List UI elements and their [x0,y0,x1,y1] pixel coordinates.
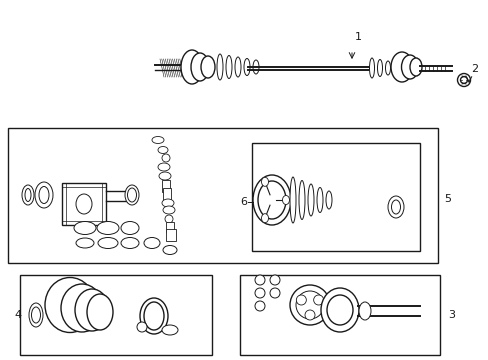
Bar [62,183,106,225]
Ellipse shape [152,136,163,144]
Ellipse shape [289,177,295,223]
Text: 5: 5 [443,194,450,204]
Ellipse shape [460,77,467,84]
Ellipse shape [305,310,314,320]
Ellipse shape [244,59,249,76]
Ellipse shape [39,186,49,203]
Ellipse shape [369,58,374,78]
Ellipse shape [121,238,139,248]
Ellipse shape [217,54,223,80]
Ellipse shape [298,180,305,220]
Text: 4: 4 [14,310,21,320]
Ellipse shape [269,275,280,285]
Ellipse shape [74,221,96,234]
Ellipse shape [225,55,231,78]
Text: 6: 6 [240,197,246,207]
Bar [165,222,174,232]
Ellipse shape [261,214,268,223]
Ellipse shape [307,184,313,216]
Ellipse shape [97,221,119,234]
Ellipse shape [316,188,323,212]
Ellipse shape [143,238,160,248]
Ellipse shape [201,56,215,78]
Ellipse shape [181,50,203,84]
Ellipse shape [164,215,173,223]
Ellipse shape [254,301,264,311]
Ellipse shape [121,221,139,234]
Ellipse shape [162,154,170,162]
Ellipse shape [390,52,412,82]
Ellipse shape [140,298,168,334]
Bar [8,128,437,263]
Ellipse shape [127,188,136,202]
Text: 1: 1 [354,32,361,42]
Ellipse shape [31,307,41,323]
Ellipse shape [296,295,305,305]
Ellipse shape [162,199,174,207]
Ellipse shape [191,53,208,81]
Bar [240,275,439,355]
Ellipse shape [87,294,113,330]
Ellipse shape [22,185,34,205]
Ellipse shape [409,58,421,76]
Bar [251,143,419,251]
Ellipse shape [289,285,329,325]
Ellipse shape [35,182,53,208]
Ellipse shape [254,288,264,298]
Ellipse shape [320,288,358,332]
Ellipse shape [313,295,323,305]
Ellipse shape [252,60,259,74]
Ellipse shape [254,275,264,285]
Ellipse shape [252,175,290,225]
Ellipse shape [143,302,163,330]
Bar [20,275,212,355]
Ellipse shape [261,177,268,186]
Ellipse shape [387,196,403,218]
Ellipse shape [29,303,43,327]
Ellipse shape [159,172,171,180]
Bar [163,188,171,200]
Ellipse shape [98,238,118,248]
Ellipse shape [76,194,92,214]
Ellipse shape [25,189,31,202]
Ellipse shape [76,238,94,248]
Bar [162,180,170,192]
Ellipse shape [158,147,168,153]
Text: 3: 3 [447,310,454,320]
Ellipse shape [358,302,370,320]
Ellipse shape [377,59,382,77]
Ellipse shape [295,291,324,319]
Ellipse shape [457,73,469,86]
Ellipse shape [137,322,147,332]
Ellipse shape [163,246,177,255]
Ellipse shape [163,206,175,214]
Ellipse shape [282,195,289,204]
Ellipse shape [235,57,241,77]
Ellipse shape [393,63,398,73]
Ellipse shape [385,61,390,75]
Ellipse shape [391,200,400,214]
Ellipse shape [45,278,95,333]
Ellipse shape [269,288,280,298]
Ellipse shape [75,289,109,331]
Ellipse shape [158,163,170,171]
Ellipse shape [162,325,178,335]
Ellipse shape [401,55,418,79]
Bar [165,229,176,241]
Ellipse shape [325,191,331,209]
Text: 2: 2 [470,64,477,74]
Ellipse shape [258,181,285,219]
Ellipse shape [125,185,139,205]
Ellipse shape [61,284,103,332]
Ellipse shape [326,295,352,325]
